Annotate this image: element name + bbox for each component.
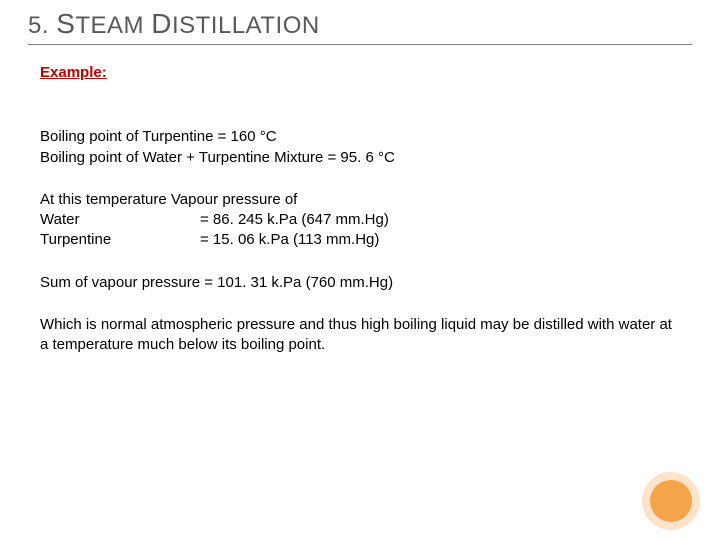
title-row: 5. STEAM DISTILLATION [28,8,692,45]
table-row: Turpentine = 15. 06 k.Pa (113 mm.Hg) [40,230,389,250]
vp-row0-value: = 86. 245 k.Pa (647 mm.Hg) [200,210,389,230]
slide: 5. STEAM DISTILLATION Example: Boiling p… [0,0,720,540]
page-title: 5. STEAM DISTILLATION [28,8,692,40]
title-word2-rest: ISTILLATION [172,12,320,39]
vp-row1-label: Turpentine [40,230,200,250]
table-row: Water = 86. 245 k.Pa (647 mm.Hg) [40,210,389,230]
content: Example: Boiling point of Turpentine = 1… [28,63,692,355]
boiling-point-block: Boiling point of Turpentine = 160 °C Boi… [40,127,672,168]
corner-decoration [642,472,700,530]
vp-table: Water = 86. 245 k.Pa (647 mm.Hg) Turpent… [40,210,389,251]
conclusion-text: Which is normal atmospheric pressure and… [40,315,672,356]
sum-block: Sum of vapour pressure = 101. 31 k.Pa (7… [40,273,672,293]
vp-intro: At this temperature Vapour pressure of [40,190,672,210]
conclusion-block: Which is normal atmospheric pressure and… [40,315,672,356]
bp-line-1: Boiling point of Turpentine = 160 °C [40,127,672,147]
sum-line: Sum of vapour pressure = 101. 31 k.Pa (7… [40,273,672,293]
example-label-block: Example: [40,63,672,105]
bp-line-2: Boiling point of Water + Turpentine Mixt… [40,148,672,168]
title-word1-rest: TEAM [75,12,144,39]
vapour-pressure-block: At this temperature Vapour pressure of W… [40,190,672,251]
vp-row0-label: Water [40,210,200,230]
circle-inner [650,480,692,522]
vp-row1-value: = 15. 06 k.Pa (113 mm.Hg) [200,230,389,250]
title-number: 5. [28,12,49,39]
title-word1-initial: S [56,8,75,39]
example-label: Example: [40,63,107,83]
title-word2-initial: D [151,8,172,39]
